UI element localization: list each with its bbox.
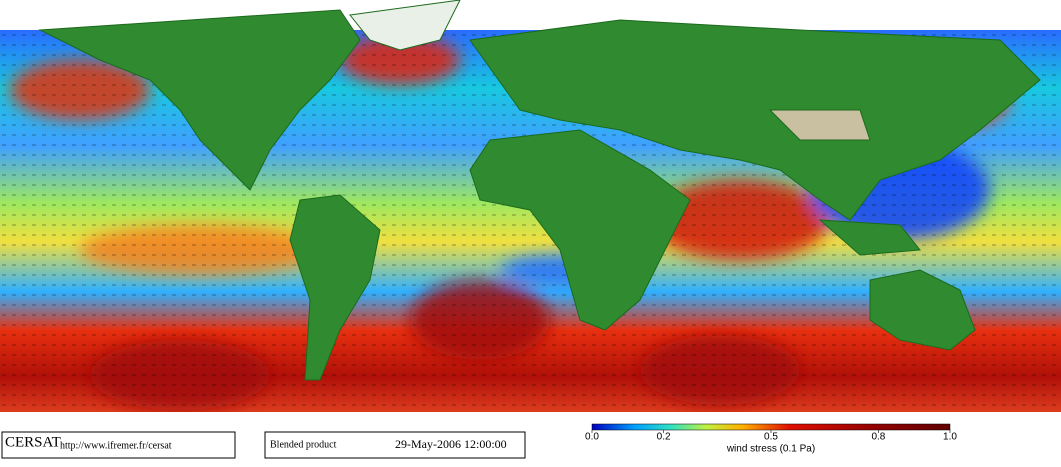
brand-box bbox=[1, 431, 236, 459]
colorbar-tick-label: 0.8 bbox=[871, 432, 885, 443]
colorbar-ramp bbox=[591, 423, 951, 431]
colorbar-label: wind stress (0.1 Pa) bbox=[726, 444, 815, 455]
product-box bbox=[264, 431, 526, 459]
date: 29-May-2006 12:00:00 bbox=[395, 437, 507, 451]
colorbar: wind stress (0.1 Pa) 0.0 0.2 0.5 0.8 1.0 bbox=[585, 423, 957, 455]
url: http://www.ifremer.fr/cersat bbox=[60, 440, 172, 451]
brand: CERSAT bbox=[5, 434, 61, 450]
colorbar-tick-label: 0.2 bbox=[657, 432, 671, 443]
colorbar-tick-label: 0.0 bbox=[585, 432, 599, 443]
land bbox=[38, 0, 1041, 381]
caption: CERSAT http://www.ifremer.fr/cersat Blen… bbox=[1, 431, 526, 459]
colorbar-tick-label: 1.0 bbox=[943, 432, 957, 443]
colorbar-tick-label: 0.5 bbox=[764, 432, 778, 443]
product: Blended product bbox=[270, 439, 337, 450]
